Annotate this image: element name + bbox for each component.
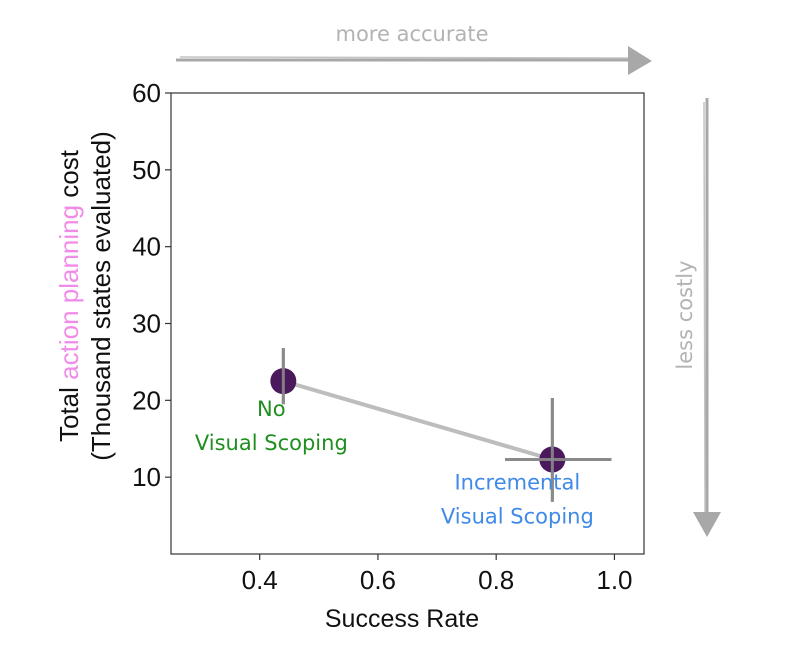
- x-axis-label: Success Rate: [325, 605, 479, 633]
- y-axis-label-cost: cost: [54, 149, 84, 205]
- y-tick-label: 40: [132, 232, 161, 262]
- point-label: No: [257, 397, 286, 421]
- x-axis-ticks: 0.4 0.6 0.8 1.0: [242, 554, 633, 595]
- y-tick-label: 30: [132, 309, 161, 339]
- more-accurate-arrow-texture: [179, 56, 629, 59]
- y-axis-label-line2: (Thousand states evaluated): [86, 131, 116, 461]
- point-label: Visual Scoping: [195, 431, 348, 455]
- y-tick-label: 20: [132, 385, 161, 415]
- y-tick-label: 10: [132, 462, 161, 492]
- y-axis-label-total: Total: [54, 380, 84, 442]
- x-tick-label: 0.4: [242, 565, 278, 595]
- y-axis-label-highlight: action planning: [54, 205, 84, 380]
- x-tick-label: 1.0: [596, 565, 632, 595]
- more-accurate-arrow-head: [628, 46, 652, 75]
- more-accurate-label: more accurate: [336, 22, 489, 46]
- plot-area: No Visual Scoping Incremental Visual Scopin…: [195, 348, 612, 528]
- less-costly-arrow-head: [693, 512, 721, 537]
- x-tick-label: 0.8: [478, 565, 514, 595]
- less-costly-label: less costly: [673, 260, 697, 369]
- more-accurate-arrow: more accurate: [176, 22, 652, 75]
- connector-line: [282, 379, 553, 462]
- y-axis-ticks: 10 20 30 40 50 60: [132, 78, 171, 492]
- point-label: Visual Scoping: [441, 504, 594, 528]
- y-tick-label: 50: [132, 155, 161, 185]
- y-axis-label: Total action planning cost (Thousand sta…: [54, 131, 116, 461]
- y-axis-label-line1: Total action planning cost: [54, 149, 84, 442]
- point-label: Incremental: [454, 470, 580, 494]
- less-costly-arrow: less costly: [673, 98, 721, 537]
- x-tick-label: 0.6: [360, 565, 396, 595]
- y-tick-label: 60: [132, 78, 161, 108]
- less-costly-arrow-texture: [703, 101, 706, 513]
